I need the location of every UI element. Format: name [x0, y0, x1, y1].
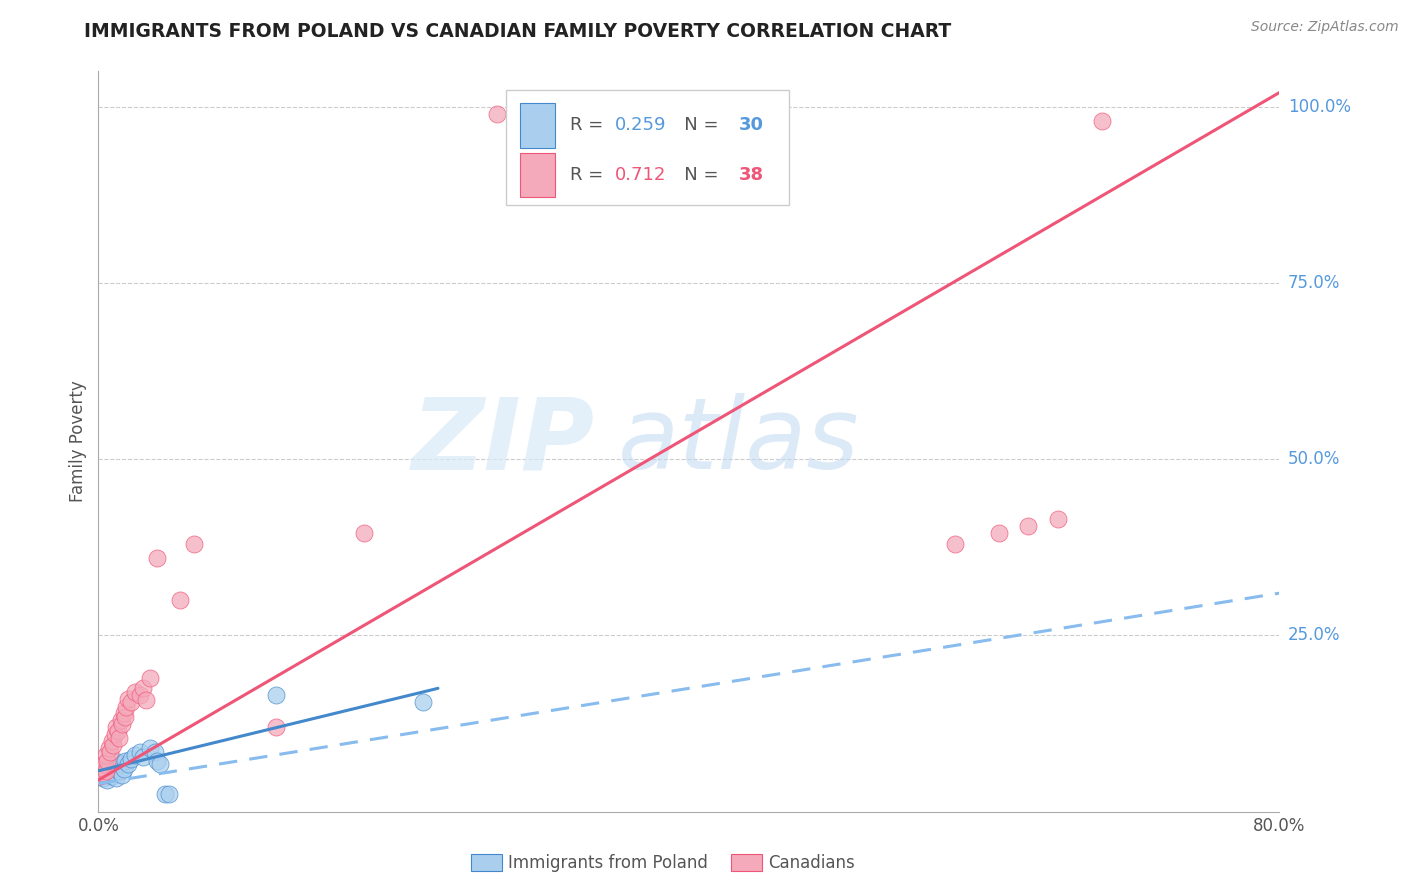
- Point: [108, 731, 131, 745]
- Text: 0.259: 0.259: [614, 117, 666, 135]
- Y-axis label: Family Poverty: Family Poverty: [69, 381, 87, 502]
- Text: ZIP: ZIP: [412, 393, 595, 490]
- Point: [112, 763, 135, 777]
- Text: 30: 30: [738, 117, 763, 135]
- Point: [128, 745, 150, 759]
- Text: N =: N =: [666, 166, 724, 184]
- Point: [120, 752, 142, 766]
- Point: [96, 754, 118, 768]
- FancyBboxPatch shape: [520, 153, 555, 197]
- FancyBboxPatch shape: [506, 90, 789, 204]
- Point: [94, 768, 117, 782]
- Point: [90, 761, 112, 775]
- Text: Source: ZipAtlas.com: Source: ZipAtlas.com: [1251, 20, 1399, 34]
- Point: [111, 716, 134, 731]
- Text: 75.0%: 75.0%: [1288, 274, 1340, 292]
- Point: [98, 745, 121, 759]
- Point: [98, 759, 121, 773]
- Point: [264, 689, 287, 703]
- Point: [89, 769, 111, 783]
- Point: [114, 709, 136, 723]
- Point: [146, 550, 169, 565]
- Point: [412, 695, 434, 709]
- Point: [486, 106, 509, 120]
- Point: [139, 671, 162, 685]
- Point: [111, 768, 134, 782]
- Point: [103, 738, 125, 752]
- Text: Canadians: Canadians: [768, 854, 855, 871]
- Text: 38: 38: [738, 166, 763, 184]
- Text: N =: N =: [666, 117, 724, 135]
- Point: [94, 764, 117, 778]
- Point: [93, 756, 115, 771]
- Point: [107, 756, 129, 770]
- Point: [100, 769, 122, 783]
- Point: [104, 761, 127, 775]
- Point: [117, 692, 139, 706]
- Point: [157, 787, 180, 801]
- Point: [124, 748, 146, 763]
- Text: 0.712: 0.712: [614, 166, 666, 184]
- Point: [128, 689, 150, 703]
- Text: 25.0%: 25.0%: [1288, 626, 1340, 644]
- Point: [108, 764, 131, 778]
- Point: [132, 749, 155, 764]
- Point: [353, 526, 375, 541]
- Point: [169, 593, 191, 607]
- Point: [112, 706, 135, 720]
- Text: 50.0%: 50.0%: [1288, 450, 1340, 468]
- Point: [110, 756, 132, 771]
- Point: [1017, 519, 1039, 533]
- Point: [91, 766, 114, 780]
- Point: [105, 771, 128, 785]
- Point: [987, 526, 1010, 541]
- Point: [135, 693, 157, 707]
- Text: 100.0%: 100.0%: [1288, 97, 1351, 116]
- Point: [264, 720, 287, 734]
- Text: R =: R =: [569, 166, 609, 184]
- Text: R =: R =: [569, 117, 609, 135]
- Point: [115, 700, 138, 714]
- Point: [117, 756, 139, 771]
- Point: [1046, 512, 1069, 526]
- Point: [100, 734, 122, 748]
- Point: [183, 537, 205, 551]
- Point: [97, 764, 120, 778]
- Point: [124, 685, 146, 699]
- FancyBboxPatch shape: [520, 103, 555, 147]
- Point: [110, 713, 132, 727]
- Point: [120, 695, 142, 709]
- Text: IMMIGRANTS FROM POLAND VS CANADIAN FAMILY POVERTY CORRELATION CHART: IMMIGRANTS FROM POLAND VS CANADIAN FAMIL…: [84, 22, 952, 41]
- Point: [114, 754, 136, 768]
- Point: [146, 754, 169, 768]
- Point: [943, 537, 966, 551]
- Point: [103, 766, 125, 780]
- Point: [139, 741, 162, 756]
- Point: [97, 741, 120, 756]
- Point: [104, 727, 127, 741]
- Point: [93, 763, 115, 777]
- Point: [105, 720, 128, 734]
- Point: [132, 681, 155, 696]
- Point: [143, 745, 166, 759]
- Point: [107, 723, 129, 738]
- Text: atlas: atlas: [619, 393, 859, 490]
- Point: [90, 766, 112, 780]
- Point: [149, 756, 172, 771]
- Point: [1091, 113, 1114, 128]
- Point: [91, 771, 114, 785]
- Text: Immigrants from Poland: Immigrants from Poland: [508, 854, 707, 871]
- Point: [153, 787, 176, 801]
- Point: [94, 748, 117, 763]
- Point: [96, 772, 118, 787]
